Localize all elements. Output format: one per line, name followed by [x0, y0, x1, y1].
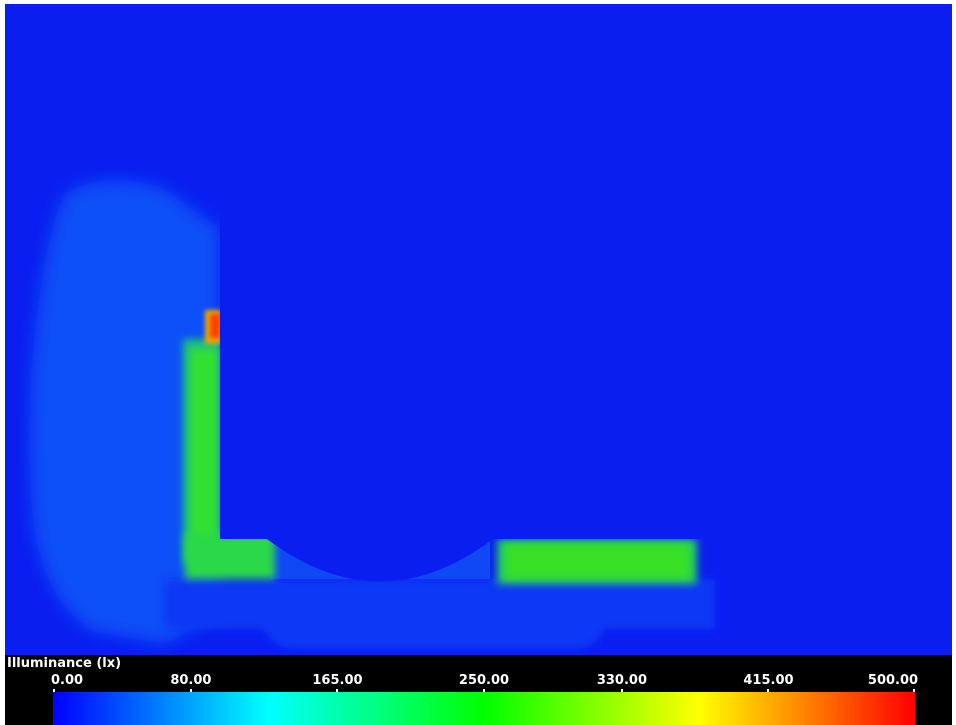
light-spill-region: [29, 180, 221, 644]
colorbar-tick-label: 330.00: [596, 673, 647, 688]
floor-region: [165, 579, 715, 649]
colorbar-tick-label: 250.00: [458, 673, 510, 688]
corridor-corner: [185, 534, 275, 579]
colorbar-tick-label: 500.00: [867, 673, 919, 688]
colorbar-tick-label: 80.00: [170, 673, 212, 688]
colorbar-gradient: [53, 692, 915, 725]
illuminance-plot: [5, 4, 952, 655]
colorbar-tick-label: 165.00: [312, 673, 363, 688]
hotspot-core: [210, 314, 220, 338]
colorbar-title: Illuminance (lx): [7, 656, 122, 671]
colorbar-tick-label: 415.00: [743, 673, 794, 688]
illuminance-map: [5, 4, 952, 655]
vertical-corridor: [190, 349, 218, 554]
horizontal-corridor: [505, 544, 690, 579]
building-top: [220, 8, 952, 539]
colorbar-tick-label: 0.00: [50, 673, 84, 688]
colorbar-legend: Illuminance (lx) 0.00 80.00 165.00 250.00 33…: [5, 655, 952, 725]
